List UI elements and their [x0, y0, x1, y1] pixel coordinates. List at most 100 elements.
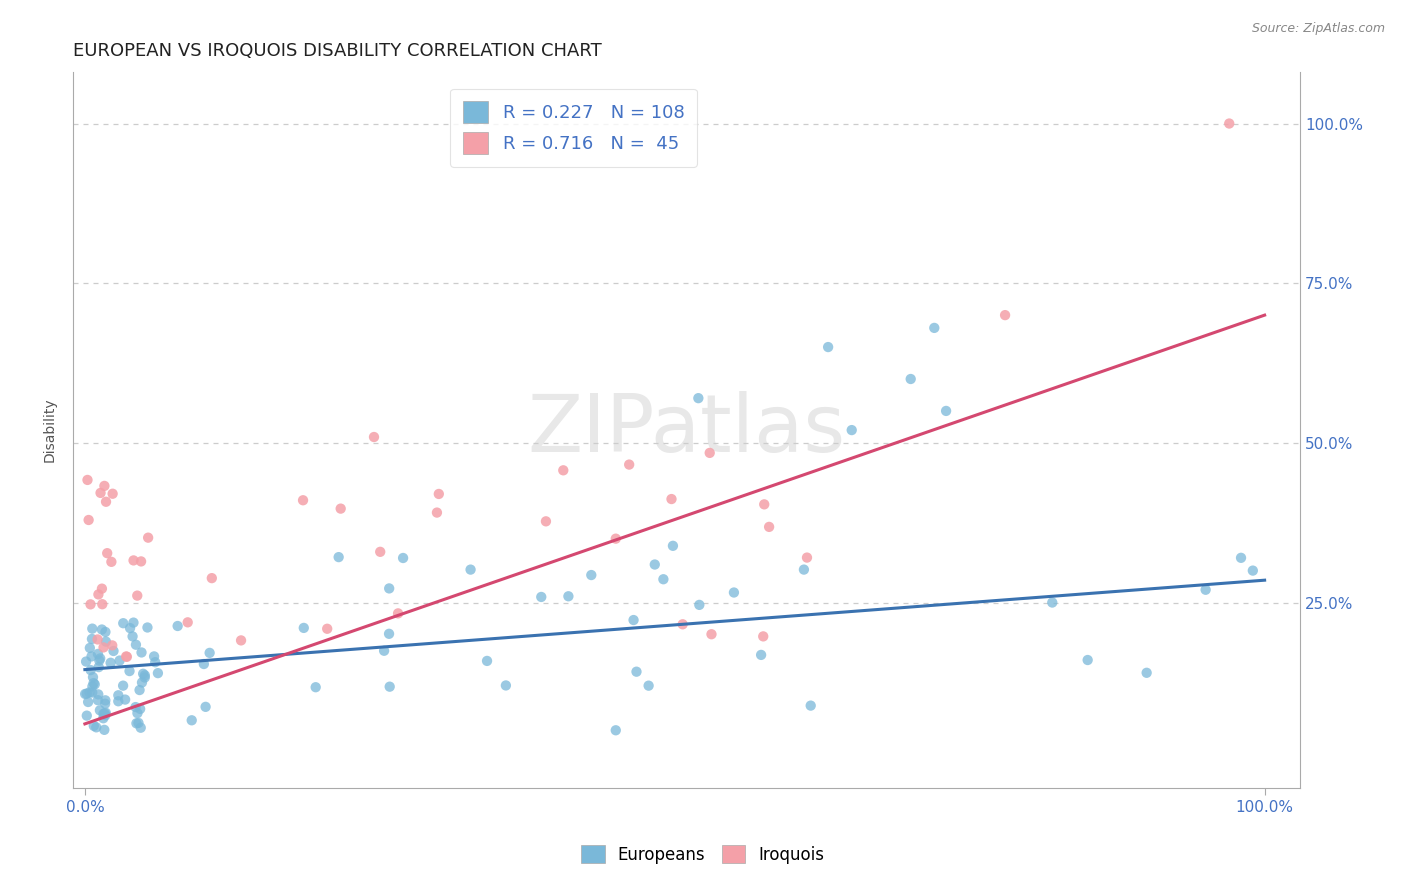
Point	[177, 615, 200, 630]
Point	[378, 680, 401, 694]
Point	[107, 688, 129, 702]
Point	[329, 501, 352, 516]
Point	[89, 651, 111, 665]
Point	[363, 430, 385, 444]
Point	[129, 554, 152, 568]
Point	[90, 623, 112, 637]
Point	[93, 640, 115, 655]
Point	[82, 685, 104, 699]
Point	[115, 649, 138, 664]
Point	[112, 679, 135, 693]
Point	[581, 568, 603, 582]
Point	[93, 723, 115, 737]
Point	[132, 666, 155, 681]
Point	[193, 657, 215, 671]
Point	[754, 497, 776, 511]
Point	[112, 616, 135, 631]
Point	[77, 695, 100, 709]
Point	[122, 553, 145, 567]
Point	[387, 607, 409, 621]
Point	[427, 487, 450, 501]
Point	[87, 687, 110, 701]
Point	[793, 563, 815, 577]
Point	[79, 663, 101, 677]
Point	[75, 687, 97, 701]
Point	[316, 622, 339, 636]
Y-axis label: Disability: Disability	[44, 398, 58, 462]
Point	[1194, 582, 1216, 597]
Point	[817, 340, 839, 354]
Point	[82, 622, 104, 636]
Point	[373, 644, 395, 658]
Point	[82, 680, 104, 694]
Point	[924, 321, 946, 335]
Point	[90, 486, 112, 500]
Point	[136, 531, 159, 545]
Point	[305, 680, 328, 694]
Point	[80, 649, 103, 664]
Point	[114, 692, 136, 706]
Point	[841, 423, 863, 437]
Point	[672, 617, 695, 632]
Point	[994, 308, 1017, 322]
Point	[752, 629, 775, 643]
Point	[180, 713, 202, 727]
Point	[699, 446, 721, 460]
Point	[107, 694, 129, 708]
Point	[146, 666, 169, 681]
Point	[534, 514, 557, 528]
Point	[90, 582, 112, 596]
Point	[605, 723, 627, 738]
Point	[89, 703, 111, 717]
Point	[96, 546, 118, 560]
Point	[94, 634, 117, 648]
Point	[136, 620, 159, 634]
Point	[94, 697, 117, 711]
Point	[1218, 116, 1240, 130]
Point	[100, 656, 122, 670]
Point	[623, 613, 645, 627]
Point	[89, 654, 111, 668]
Point	[131, 645, 153, 659]
Point	[79, 640, 101, 655]
Point	[626, 665, 648, 679]
Point	[553, 463, 575, 477]
Point	[82, 670, 104, 684]
Point	[87, 693, 110, 707]
Point	[125, 716, 148, 731]
Point	[605, 532, 627, 546]
Point	[125, 638, 148, 652]
Point	[127, 589, 149, 603]
Point	[530, 590, 553, 604]
Point	[637, 679, 659, 693]
Point	[93, 479, 115, 493]
Point	[94, 708, 117, 723]
Point	[83, 677, 105, 691]
Point	[723, 585, 745, 599]
Point	[935, 404, 957, 418]
Point	[87, 660, 110, 674]
Point	[79, 598, 101, 612]
Point	[94, 706, 117, 721]
Point	[129, 702, 152, 716]
Point	[292, 621, 315, 635]
Point	[129, 721, 152, 735]
Point	[128, 683, 150, 698]
Point	[495, 678, 517, 692]
Point	[131, 675, 153, 690]
Point	[661, 491, 683, 506]
Point	[100, 555, 122, 569]
Point	[77, 513, 100, 527]
Point	[93, 706, 115, 721]
Point	[900, 372, 922, 386]
Point	[94, 693, 117, 707]
Point	[617, 458, 640, 472]
Legend: Europeans, Iroquois: Europeans, Iroquois	[575, 838, 831, 871]
Point	[392, 551, 415, 566]
Point	[76, 473, 98, 487]
Point	[700, 627, 723, 641]
Point	[143, 655, 166, 669]
Point	[143, 649, 166, 664]
Point	[749, 648, 772, 662]
Point	[103, 644, 125, 658]
